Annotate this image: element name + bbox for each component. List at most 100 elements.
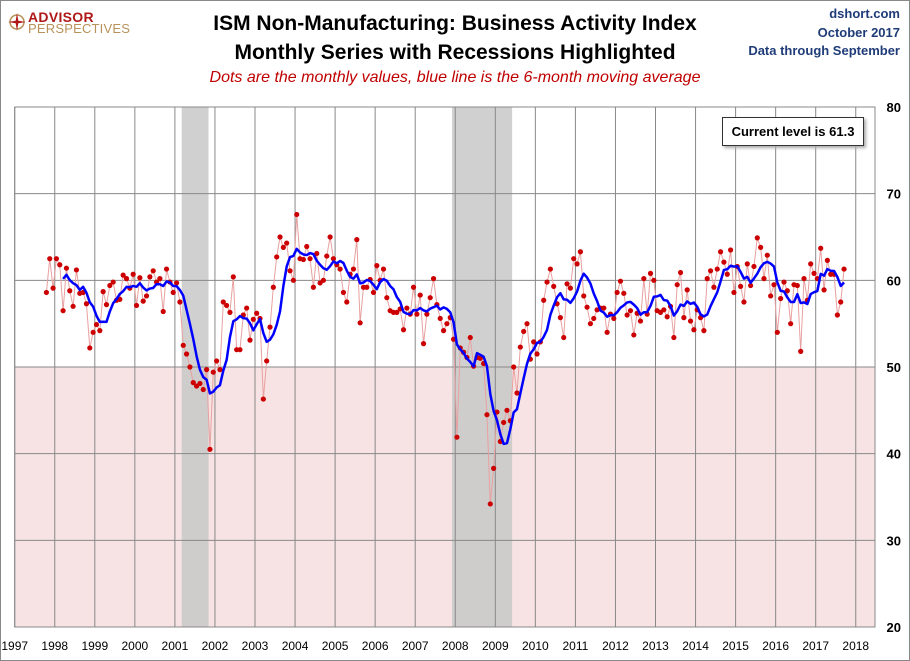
monthly-value-dot — [577, 249, 584, 255]
monthly-value-dot — [60, 308, 66, 314]
monthly-value-dot — [440, 328, 447, 334]
monthly-value-dot — [404, 305, 410, 311]
monthly-value-dot — [70, 303, 76, 309]
monthly-value-dot — [704, 276, 710, 282]
x-tick-label: 2001 — [162, 639, 189, 653]
x-tick-label: 2017 — [802, 639, 829, 653]
monthly-value-dot — [197, 380, 203, 387]
y-tick-label: 60 — [887, 273, 901, 288]
monthly-value-dot — [788, 321, 794, 327]
monthly-value-dot — [701, 328, 707, 334]
monthly-value-dot — [180, 342, 186, 348]
monthly-value-dot — [187, 364, 193, 370]
monthly-value-dot — [227, 309, 233, 315]
monthly-value-dot — [120, 272, 126, 278]
monthly-value-dot — [163, 266, 170, 272]
chart-subtitle: Dots are the monthly values, blue line i… — [209, 69, 701, 86]
monthly-value-dot — [73, 267, 80, 273]
monthly-value-dot — [107, 282, 113, 289]
monthly-value-dot — [183, 351, 190, 357]
monthly-value-dot — [834, 312, 840, 318]
monthly-value-dot — [330, 256, 337, 262]
chart-title-line2: Monthly Series with Recessions Highlight… — [234, 41, 676, 64]
monthly-value-dot — [207, 446, 213, 452]
monthly-value-dot — [300, 256, 306, 263]
monthly-value-dot — [350, 266, 357, 272]
monthly-value-dot — [173, 280, 180, 286]
monthly-value-dot — [811, 270, 817, 276]
monthly-value-dot — [314, 250, 320, 257]
monthly-value-dot — [571, 256, 577, 262]
monthly-value-dot — [170, 289, 176, 296]
monthly-value-dot — [624, 312, 630, 318]
monthly-value-dot — [247, 337, 253, 343]
monthly-value-dot — [217, 367, 223, 373]
monthly-value-dot — [534, 351, 540, 357]
x-tick-label: 1998 — [41, 639, 68, 653]
monthly-value-dot — [280, 244, 286, 250]
monthly-value-dot — [677, 269, 684, 276]
monthly-value-dot — [641, 276, 647, 282]
monthly-value-dot — [794, 282, 800, 289]
logo-line2: PERSPECTIVES — [28, 21, 131, 36]
current-level-annotation: Current level is 61.3 — [722, 117, 864, 146]
monthly-value-dot — [711, 284, 717, 290]
monthly-value-dot — [370, 289, 377, 296]
monthly-value-dot — [557, 315, 563, 321]
monthly-value-dot — [380, 266, 387, 272]
monthly-value-dot — [778, 295, 784, 302]
monthly-value-dot — [160, 308, 166, 315]
monthly-value-dot — [567, 285, 573, 291]
monthly-value-dot — [821, 287, 827, 293]
monthly-value-dot — [681, 315, 687, 321]
logo-line1: ADVISOR — [28, 9, 94, 25]
monthly-value-dot — [103, 302, 110, 308]
monthly-value-dot — [133, 302, 140, 309]
monthly-value-dot — [400, 327, 407, 333]
monthly-value-dot — [210, 369, 216, 375]
monthly-value-dot — [584, 304, 590, 310]
monthly-value-dot — [357, 320, 363, 326]
monthly-value-dot — [781, 279, 787, 285]
monthly-value-dot — [364, 284, 370, 290]
monthly-value-dot — [444, 321, 450, 327]
monthly-value-dot — [287, 268, 293, 274]
monthly-value-dot — [337, 266, 343, 272]
monthly-value-dot — [674, 282, 680, 288]
monthly-value-dot — [521, 328, 527, 335]
monthly-value-dot — [320, 277, 327, 283]
x-tick-label: 2016 — [762, 639, 789, 653]
y-tick-label: 40 — [887, 447, 901, 462]
monthly-value-dot — [284, 240, 290, 246]
monthly-value-dot — [784, 288, 790, 294]
monthly-value-dot — [707, 268, 714, 274]
monthly-value-dot — [491, 465, 497, 471]
monthly-value-dot — [260, 396, 266, 402]
monthly-value-dot — [224, 302, 230, 309]
monthly-value-dot — [774, 329, 780, 335]
x-tick-label: 2007 — [402, 639, 429, 653]
monthly-value-dot — [97, 328, 103, 334]
monthly-value-dot — [621, 290, 627, 296]
monthly-value-dot — [87, 345, 93, 351]
monthly-value-dot — [304, 243, 310, 250]
monthly-value-dot — [738, 283, 744, 289]
monthly-value-dot — [427, 295, 433, 301]
monthly-value-dot — [220, 299, 226, 305]
monthly-value-dot — [143, 293, 150, 299]
monthly-value-dot — [384, 295, 390, 301]
monthly-value-dot — [437, 315, 443, 322]
monthly-value-dot — [838, 299, 844, 305]
monthly-value-dot — [190, 380, 196, 386]
monthly-value-dot — [611, 315, 617, 322]
monthly-value-dot — [818, 245, 824, 251]
monthly-value-dot — [123, 276, 130, 282]
monthly-value-dot — [531, 339, 537, 345]
monthly-value-dot — [504, 407, 510, 413]
contraction-zone — [14, 367, 875, 627]
monthly-value-dot — [581, 293, 587, 299]
monthly-value-dot — [808, 261, 814, 267]
date-label: October 2017 — [817, 25, 900, 40]
moving-average-line — [62, 247, 845, 446]
